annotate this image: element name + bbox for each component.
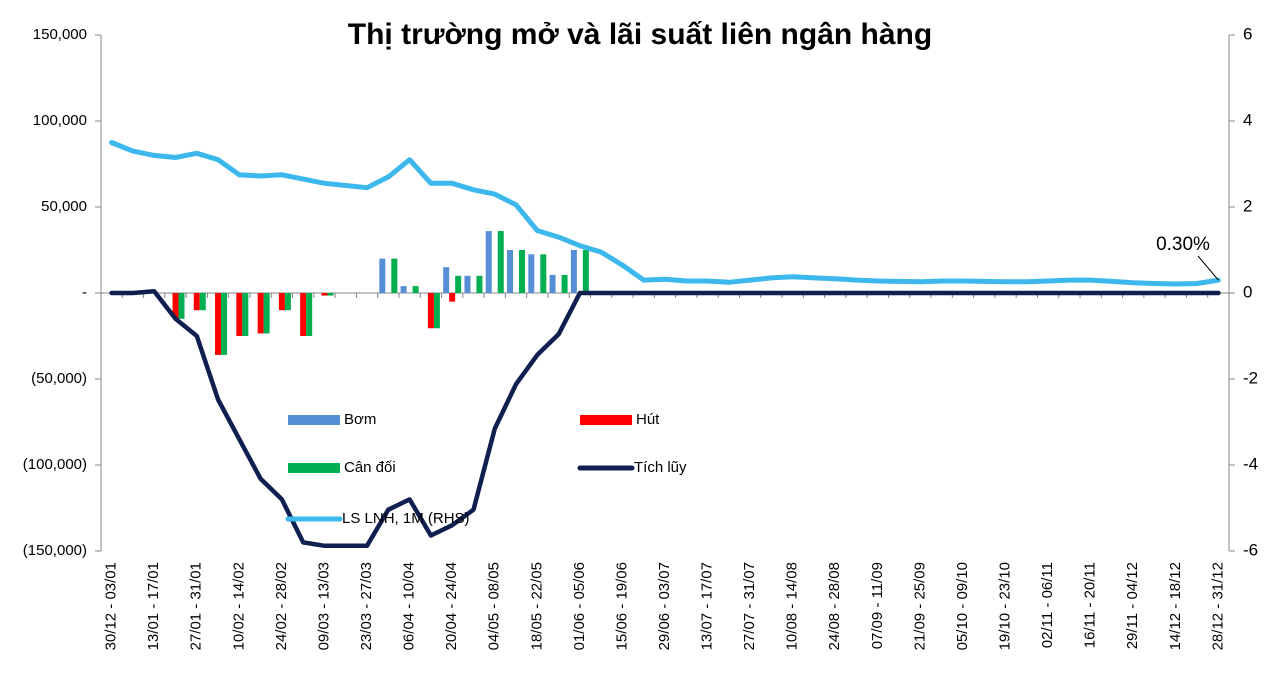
bar — [497, 231, 504, 293]
bar — [443, 267, 450, 293]
legend-label: Cân đối — [344, 459, 396, 476]
x-tick-label: 23/03 - 27/03 — [358, 562, 375, 650]
annotation: 0.30% — [1156, 234, 1210, 255]
y2-tick-label: -2 — [1243, 368, 1258, 387]
x-tick-label: 10/02 - 14/02 — [230, 562, 247, 650]
bar — [464, 275, 471, 293]
bar — [321, 293, 328, 296]
x-tick-label: 27/01 - 31/01 — [188, 562, 205, 650]
x-tick-label: 04/05 - 08/05 — [486, 562, 503, 650]
bar — [172, 293, 179, 319]
y2-tick-label: 2 — [1243, 196, 1252, 215]
legend-label: Bơm — [344, 411, 376, 428]
annotation-leader — [1197, 255, 1219, 281]
bar — [278, 293, 285, 311]
legend-label: Hút — [636, 411, 660, 428]
x-tick-label: 06/04 - 10/04 — [401, 562, 418, 650]
x-tick-label: 18/05 - 22/05 — [528, 562, 545, 650]
bar — [455, 275, 462, 293]
bar — [519, 250, 526, 293]
x-tick-label: 01/06 - 05/06 — [571, 562, 588, 650]
x-tick-label: 19/10 - 23/10 — [996, 562, 1013, 650]
legend-swatch — [288, 415, 340, 425]
y2-tick-label: 6 — [1243, 24, 1252, 43]
bar — [306, 293, 313, 336]
x-tick-label: 13/07 - 17/07 — [699, 562, 716, 650]
bar — [540, 254, 547, 293]
x-tick-label: 30/12 - 03/01 — [103, 562, 120, 650]
line — [109, 140, 1221, 287]
x-tick-label: 07/09 - 11/09 — [869, 562, 886, 649]
bar — [193, 293, 200, 311]
y-tick-label: 150,000 — [33, 26, 87, 43]
bar — [263, 293, 270, 334]
y2-tick-label: 4 — [1243, 110, 1252, 129]
y2-tick-label: 0 — [1243, 282, 1252, 301]
bar — [561, 274, 568, 293]
y-tick-label: 50,000 — [41, 198, 87, 215]
x-tick-label: 29/11 - 04/12 — [1124, 562, 1141, 649]
line — [109, 289, 1221, 549]
y-tick-label: (150,000) — [23, 542, 87, 559]
y-tick-label: (100,000) — [23, 456, 87, 473]
bar — [199, 293, 206, 311]
x-tick-label: 29/06 - 03/07 — [656, 562, 673, 650]
bar — [379, 258, 386, 293]
bar — [582, 250, 589, 293]
legend-swatch — [580, 415, 632, 425]
x-tick-label: 20/04 - 24/04 — [443, 562, 460, 650]
x-tick-label: 02/11 - 06/11 — [1039, 562, 1056, 648]
bar — [242, 293, 249, 336]
bar — [257, 293, 264, 334]
bar — [236, 293, 243, 336]
x-tick-label: 10/08 - 14/08 — [784, 562, 801, 650]
x-tick-label: 21/09 - 25/09 — [911, 562, 928, 650]
legend-swatch — [288, 463, 340, 473]
chart-title: Thị trường mở và lãi suất liên ngân hàng — [348, 18, 932, 51]
x-tick-label: 13/01 - 17/01 — [145, 562, 162, 650]
bar — [449, 293, 456, 302]
x-tick-label: 15/06 - 19/06 — [613, 562, 630, 650]
bar — [528, 254, 535, 293]
bar — [215, 293, 222, 355]
y2-tick-label: -4 — [1243, 454, 1258, 473]
x-tick-label: 14/12 - 18/12 — [1167, 562, 1184, 650]
x-tick-label: 28/12 - 31/12 — [1209, 562, 1226, 650]
x-tick-label: 24/08 - 28/08 — [826, 562, 843, 650]
legend-label: LS LNH, 1M (RHS) — [342, 510, 470, 527]
legend-label: Tích lũy — [634, 459, 687, 476]
x-tick-label: 27/07 - 31/07 — [741, 562, 758, 650]
y-tick-label: - — [82, 284, 87, 301]
bar — [507, 250, 514, 293]
bar — [427, 293, 434, 329]
bar — [400, 286, 407, 293]
bar — [433, 293, 440, 329]
bar — [549, 274, 556, 293]
x-tick-label: 09/03 - 13/03 — [315, 562, 332, 650]
bar — [300, 293, 307, 336]
y2-tick-label: -6 — [1243, 540, 1258, 559]
x-tick-label: 16/11 - 20/11 — [1082, 562, 1099, 648]
bar — [570, 250, 577, 293]
bar — [178, 293, 185, 319]
bar — [391, 258, 398, 293]
y-tick-label: 100,000 — [33, 112, 87, 129]
bar — [485, 231, 492, 293]
bar — [284, 293, 291, 311]
x-tick-label: 24/02 - 28/02 — [273, 562, 290, 650]
y-tick-label: (50,000) — [31, 370, 87, 387]
bar — [327, 293, 334, 296]
bar — [412, 286, 419, 293]
x-tick-label: 05/10 - 09/10 — [954, 562, 971, 650]
bar — [476, 275, 483, 293]
bar — [221, 293, 228, 355]
